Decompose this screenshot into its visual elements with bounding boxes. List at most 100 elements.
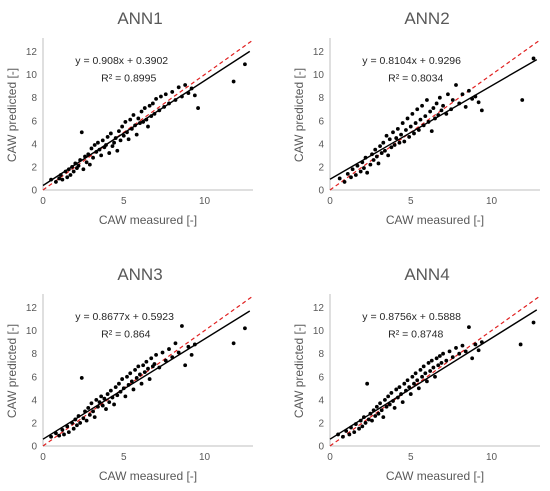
data-point bbox=[373, 414, 378, 418]
data-point bbox=[467, 325, 471, 330]
x-tick-label: 0 bbox=[40, 196, 46, 207]
trendline bbox=[42, 310, 251, 440]
data-point bbox=[412, 131, 416, 136]
data-point bbox=[463, 349, 468, 354]
data-point bbox=[415, 107, 420, 112]
data-point bbox=[113, 385, 118, 390]
data-point bbox=[91, 409, 95, 414]
data-point bbox=[112, 140, 116, 145]
data-point bbox=[78, 421, 83, 425]
data-point bbox=[444, 358, 449, 363]
data-point bbox=[429, 129, 434, 134]
data-point bbox=[365, 381, 370, 386]
data-point bbox=[147, 103, 152, 108]
x-axis-label: CAW measured [-] bbox=[386, 469, 484, 483]
data-point bbox=[384, 133, 389, 138]
data-point bbox=[479, 108, 484, 113]
data-point bbox=[89, 401, 94, 406]
chart-panel-2: ANN2 0 5 10 0 2 4 6 8 10 12 CAW measured [-] CAW pre… bbox=[292, 9, 541, 227]
data-point bbox=[460, 92, 465, 97]
y-tick-label: 10 bbox=[26, 326, 38, 337]
y-tick-label: 12 bbox=[26, 47, 38, 58]
data-point bbox=[107, 400, 112, 405]
data-point bbox=[405, 378, 410, 383]
data-point bbox=[368, 162, 373, 167]
data-point bbox=[120, 124, 125, 129]
data-point bbox=[426, 361, 431, 365]
data-point bbox=[402, 381, 407, 386]
x-tick-label: 5 bbox=[121, 196, 127, 207]
y-tick-label: 10 bbox=[313, 326, 325, 337]
data-point bbox=[86, 406, 91, 410]
data-point bbox=[117, 381, 121, 386]
data-point bbox=[423, 114, 428, 119]
data-point bbox=[450, 98, 455, 102]
data-point bbox=[410, 374, 415, 379]
data-point bbox=[129, 379, 134, 384]
x-tick-label: 5 bbox=[121, 452, 127, 463]
data-point bbox=[176, 85, 181, 90]
data-point bbox=[374, 154, 379, 159]
data-point bbox=[231, 341, 236, 346]
y-tick-label: 8 bbox=[31, 349, 37, 360]
data-point bbox=[189, 352, 194, 357]
data-point bbox=[141, 363, 146, 368]
data-point bbox=[243, 326, 247, 331]
data-point bbox=[60, 427, 65, 432]
data-point bbox=[358, 169, 363, 174]
data-point bbox=[150, 101, 155, 106]
data-point bbox=[349, 175, 353, 180]
x-tick-label: 10 bbox=[199, 196, 211, 207]
data-point bbox=[94, 397, 99, 402]
data-point bbox=[413, 121, 418, 125]
data-point bbox=[431, 106, 436, 110]
data-point bbox=[437, 95, 442, 100]
data-point bbox=[71, 426, 76, 431]
x-tick-label: 0 bbox=[327, 452, 333, 463]
data-point bbox=[57, 433, 62, 438]
chart-title: ANN2 bbox=[404, 9, 449, 28]
data-point bbox=[436, 363, 441, 368]
data-point bbox=[341, 434, 345, 439]
y-axis-label: CAW predicted [-] bbox=[5, 68, 19, 162]
data-point bbox=[454, 346, 458, 350]
data-point bbox=[376, 411, 381, 416]
chart-title: ANN4 bbox=[404, 265, 449, 284]
data-point bbox=[434, 356, 439, 361]
y-axis-label: CAW predicted [-] bbox=[292, 68, 306, 162]
data-point bbox=[463, 105, 468, 109]
data-point bbox=[386, 394, 391, 399]
data-point bbox=[383, 397, 387, 402]
data-point bbox=[460, 343, 465, 348]
data-point bbox=[352, 430, 357, 435]
data-point bbox=[68, 173, 73, 177]
y-tick-label: 0 bbox=[318, 186, 324, 197]
data-point bbox=[66, 430, 71, 435]
data-point bbox=[117, 129, 121, 134]
data-point bbox=[131, 387, 136, 392]
data-point bbox=[159, 94, 163, 99]
y-tick-label: 2 bbox=[31, 162, 37, 173]
data-point bbox=[366, 417, 371, 422]
data-point bbox=[149, 356, 154, 361]
data-point bbox=[183, 363, 188, 368]
data-point bbox=[134, 376, 139, 380]
data-point bbox=[128, 117, 133, 122]
trendline-equation: y = 0.908x + 0.3902 bbox=[75, 55, 168, 67]
data-point bbox=[383, 148, 387, 153]
data-point bbox=[370, 418, 374, 423]
data-point bbox=[389, 145, 394, 150]
data-point bbox=[420, 103, 424, 108]
identity-line bbox=[329, 295, 541, 447]
data-point bbox=[421, 364, 426, 369]
data-point bbox=[100, 138, 105, 143]
data-point bbox=[476, 100, 481, 105]
data-point bbox=[147, 377, 152, 381]
y-tick-label: 0 bbox=[31, 442, 37, 453]
chart-panel-4: ANN4 0 5 10 0 2 4 6 8 10 12 CAW measured [-] CAW pre… bbox=[292, 265, 541, 483]
data-point bbox=[397, 385, 402, 390]
data-point bbox=[126, 137, 131, 142]
data-point bbox=[134, 132, 139, 137]
r-squared-label: R² = 0.864 bbox=[101, 329, 150, 341]
